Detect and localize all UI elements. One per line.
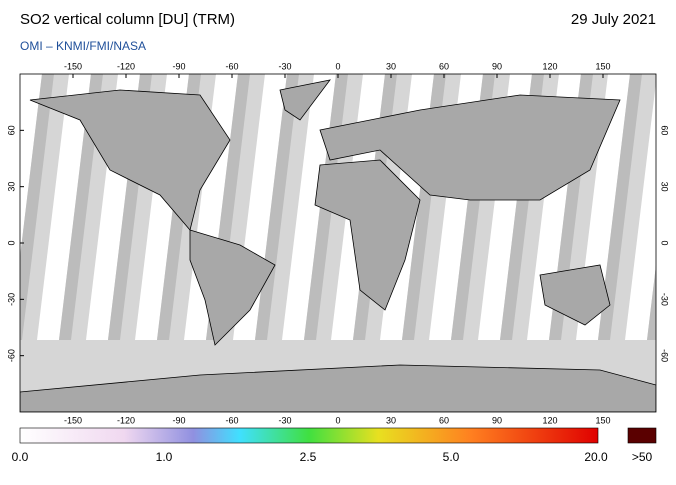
lon-tick-label: 60 bbox=[439, 415, 449, 425]
orbit-swath bbox=[20, 74, 54, 340]
lon-tick-label: -120 bbox=[117, 415, 135, 425]
lon-tick-label: 0 bbox=[335, 415, 340, 425]
lon-tick-label: 120 bbox=[542, 415, 557, 425]
colorbar-label: 1.0 bbox=[156, 450, 173, 464]
lon-tick-label: 90 bbox=[492, 61, 502, 71]
colorbar-overflow bbox=[627, 427, 657, 444]
date: 29 July 2021 bbox=[571, 11, 656, 28]
lat-tick-label: 60 bbox=[6, 125, 16, 135]
lat-tick-label: 0 bbox=[6, 240, 16, 245]
lon-tick-label: -90 bbox=[172, 61, 185, 71]
lon-tick-label: 150 bbox=[595, 415, 610, 425]
data-gap-swath bbox=[282, 74, 336, 340]
lat-tick-label: 60 bbox=[660, 125, 670, 135]
colorbar-label: 20.0 bbox=[584, 450, 608, 464]
colorbar-label: 5.0 bbox=[443, 450, 460, 464]
lat-tick-label: 0 bbox=[660, 240, 670, 245]
title: SO2 vertical column [DU] (TRM) bbox=[20, 11, 235, 28]
lon-tick-label: 90 bbox=[492, 415, 502, 425]
colorbar-label: 2.5 bbox=[300, 450, 317, 464]
lon-tick-label: 30 bbox=[386, 415, 396, 425]
lon-tick-label: 150 bbox=[595, 61, 610, 71]
lon-tick-label: -30 bbox=[278, 415, 291, 425]
lon-tick-label: -150 bbox=[64, 61, 82, 71]
colorbar-label: >50 bbox=[632, 450, 653, 464]
lon-tick-label: -90 bbox=[172, 415, 185, 425]
lat-tick-label: -60 bbox=[6, 349, 16, 362]
lon-tick-label: -150 bbox=[64, 415, 82, 425]
lat-tick-label: -60 bbox=[660, 349, 670, 362]
orbit-swath bbox=[598, 74, 642, 340]
lon-tick-label: 0 bbox=[335, 61, 340, 71]
lon-tick-label: 60 bbox=[439, 61, 449, 71]
colorbar bbox=[19, 427, 599, 444]
lon-tick-label: -120 bbox=[117, 61, 135, 71]
credit: OMI – KNMI/FMI/NASA bbox=[20, 39, 146, 53]
map bbox=[20, 74, 656, 412]
data-gap-swath bbox=[37, 74, 91, 340]
lat-tick-label: -30 bbox=[660, 293, 670, 306]
lat-tick-label: -30 bbox=[6, 293, 16, 306]
lon-tick-label: -30 bbox=[278, 61, 291, 71]
lon-tick-label: -60 bbox=[225, 415, 238, 425]
lat-tick-label: 30 bbox=[6, 182, 16, 192]
land bbox=[20, 79, 656, 412]
lon-tick-label: -60 bbox=[225, 61, 238, 71]
lon-tick-label: 120 bbox=[542, 61, 557, 71]
colorbar-label: 0.0 bbox=[12, 450, 29, 464]
data-gap-swath bbox=[625, 82, 656, 340]
lat-tick-label: 30 bbox=[660, 182, 670, 192]
lon-tick-label: 30 bbox=[386, 61, 396, 71]
orbit-swath bbox=[647, 265, 656, 340]
